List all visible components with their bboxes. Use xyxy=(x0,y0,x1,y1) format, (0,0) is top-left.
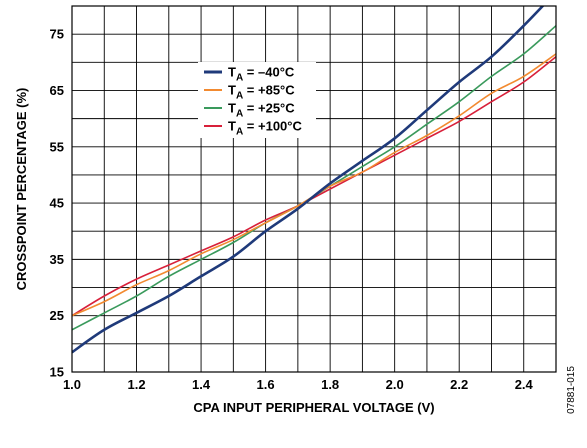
y-tick-label: 45 xyxy=(50,196,64,211)
x-tick-label: 1.0 xyxy=(63,377,81,392)
plot-frame xyxy=(71,5,557,373)
x-tick-label: 1.2 xyxy=(127,377,145,392)
y-tick-label: 65 xyxy=(50,83,64,98)
x-tick-label: 2.0 xyxy=(386,377,404,392)
x-tick-label: 1.8 xyxy=(321,377,339,392)
legend-entry: TA = +100°C xyxy=(228,119,302,138)
legend: TA = –40°CTA = +85°CTA = +25°CTA = +100°… xyxy=(198,62,316,138)
y-tick-label: 55 xyxy=(50,139,64,154)
x-tick-label: 2.4 xyxy=(515,377,534,392)
y-tick-label: 15 xyxy=(50,365,64,380)
x-tick-label: 1.4 xyxy=(192,377,211,392)
x-tick-label: 2.2 xyxy=(450,377,468,392)
series-line xyxy=(72,6,545,354)
legend-entry: TA = +25°C xyxy=(228,101,295,120)
y-tick-label: 75 xyxy=(50,27,64,42)
x-tick-label: 1.6 xyxy=(257,377,275,392)
figure-id: 07881-015 xyxy=(566,366,577,414)
y-tick-labels: 15 25 35 45 55 65 75 xyxy=(50,27,64,380)
legend-entry: TA = –40°C xyxy=(228,65,295,84)
legend-entry: TA = +85°C xyxy=(228,83,295,102)
x-tick-labels: 1.0 1.2 1.4 1.6 1.8 2.0 2.2 2.4 xyxy=(63,377,534,392)
series-layer xyxy=(72,6,556,354)
y-tick-label: 35 xyxy=(50,252,64,267)
x-axis-title: CPA INPUT PERIPHERAL VOLTAGE (V) xyxy=(193,400,434,415)
grid xyxy=(71,5,557,373)
y-axis-title: CROSSPOINT PERCENTAGE (%) xyxy=(14,88,29,291)
y-tick-label: 25 xyxy=(50,308,64,323)
